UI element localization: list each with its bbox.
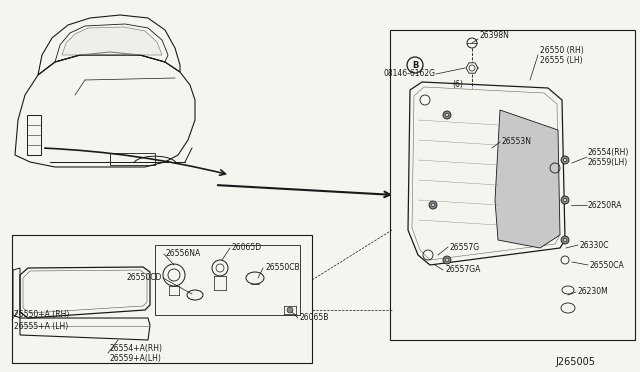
Circle shape: [443, 111, 451, 119]
Bar: [390, 30, 635, 340]
Bar: [27, 115, 41, 155]
Text: 26554(RH): 26554(RH): [588, 148, 629, 157]
Circle shape: [563, 158, 567, 162]
Circle shape: [429, 201, 437, 209]
Polygon shape: [62, 27, 162, 55]
Text: 26555+A (LH): 26555+A (LH): [14, 323, 68, 331]
Text: 26065B: 26065B: [300, 314, 330, 323]
Polygon shape: [495, 110, 560, 248]
Text: 26250RA: 26250RA: [588, 201, 623, 209]
Circle shape: [561, 236, 569, 244]
Text: 26557G: 26557G: [450, 243, 480, 251]
Bar: [110, 153, 155, 165]
Text: 26230M: 26230M: [578, 288, 609, 296]
Text: 26556NA: 26556NA: [166, 250, 201, 259]
Text: 26550CB: 26550CB: [265, 263, 300, 273]
Text: 26555 (LH): 26555 (LH): [540, 55, 582, 64]
Text: J265005: J265005: [555, 357, 595, 367]
Text: 26065D: 26065D: [232, 244, 262, 253]
Circle shape: [445, 258, 449, 262]
Bar: [12, 235, 312, 363]
Text: (6): (6): [452, 80, 463, 90]
Text: 26398N: 26398N: [480, 32, 510, 41]
Text: 26550+A (RH): 26550+A (RH): [14, 311, 69, 320]
Text: 26557GA: 26557GA: [445, 266, 481, 275]
Text: 26553N: 26553N: [502, 138, 532, 147]
Circle shape: [563, 198, 567, 202]
Text: 26550 (RH): 26550 (RH): [540, 45, 584, 55]
Circle shape: [563, 238, 567, 242]
Circle shape: [287, 307, 293, 313]
Text: 08146-6162G: 08146-6162G: [383, 70, 435, 78]
Circle shape: [561, 196, 569, 204]
Text: 26559+A(LH): 26559+A(LH): [110, 355, 162, 363]
Circle shape: [431, 203, 435, 207]
Circle shape: [561, 156, 569, 164]
Bar: [155, 245, 300, 315]
Text: 26554+A(RH): 26554+A(RH): [110, 343, 163, 353]
Text: B: B: [412, 61, 418, 70]
Text: 26330C: 26330C: [580, 241, 609, 250]
Text: 26559(LH): 26559(LH): [588, 158, 628, 167]
Circle shape: [443, 256, 451, 264]
Text: 26550CA: 26550CA: [590, 260, 625, 269]
Text: 26550CD: 26550CD: [127, 273, 162, 282]
Circle shape: [445, 113, 449, 117]
